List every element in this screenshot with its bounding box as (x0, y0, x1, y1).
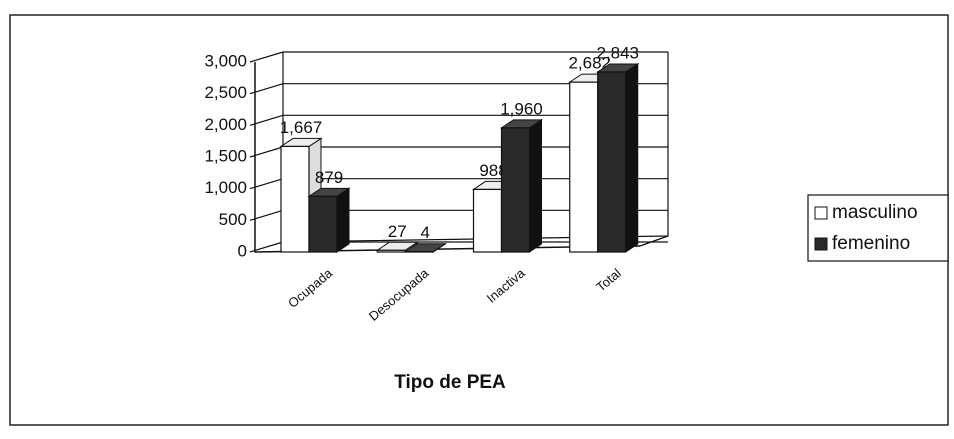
y-tick-label: 2,500 (204, 83, 247, 102)
data-label: 1,667 (280, 118, 323, 137)
y-tick-label: 1,500 (204, 146, 247, 165)
data-label: 879 (315, 168, 343, 187)
bar (377, 250, 405, 252)
data-label: 2,843 (596, 43, 639, 62)
data-label: 4 (421, 223, 430, 242)
bar-side (530, 120, 542, 252)
y-tick-label: 2,000 (204, 115, 247, 134)
bar (309, 196, 337, 252)
y-tick-label: 0 (238, 241, 247, 260)
legend-swatch (815, 207, 827, 219)
y-tick-label: 3,000 (204, 51, 247, 70)
y-tick-label: 1,000 (204, 178, 247, 197)
data-label: 27 (388, 222, 407, 241)
bar (570, 82, 598, 252)
bar (502, 128, 530, 252)
bar-side (626, 64, 638, 252)
bar-side (337, 188, 349, 252)
y-tick-label: 500 (219, 210, 247, 229)
bar (281, 146, 309, 252)
x-axis-title: Tipo de PEA (394, 372, 506, 393)
data-label: 1,960 (500, 99, 543, 118)
bar (474, 189, 502, 252)
legend-label: femenino (832, 233, 910, 254)
legend-swatch (815, 238, 827, 250)
bar (598, 72, 626, 252)
legend-label: masculino (832, 202, 918, 223)
